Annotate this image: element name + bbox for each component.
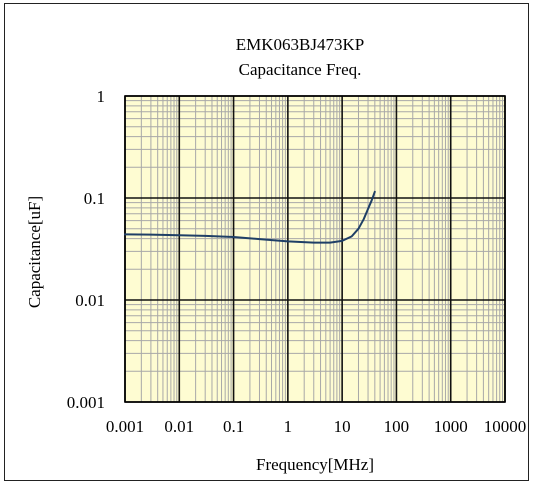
chart-subtitle: Capacitance Freq. [239, 60, 362, 79]
y-tick-label: 0.01 [75, 291, 105, 310]
x-tick-label: 0.1 [223, 417, 244, 436]
y-tick-label: 0.001 [67, 393, 105, 412]
x-tick-label: 100 [384, 417, 410, 436]
x-tick-label: 1000 [434, 417, 468, 436]
plot-border [124, 95, 506, 403]
y-tick-label: 0.1 [84, 189, 105, 208]
x-tick-label: 0.001 [106, 417, 144, 436]
x-tick-label: 1 [284, 417, 293, 436]
y-tick-label: 1 [97, 87, 106, 106]
capacitance-series-line [124, 190, 376, 244]
chart-title: EMK063BJ473KP [236, 35, 364, 54]
x-tick-label: 10000 [484, 417, 527, 436]
x-tick-label: 0.01 [164, 417, 194, 436]
x-tick-label: 10 [334, 417, 351, 436]
plot-area [125, 96, 505, 402]
y-axis-label: Capacitance[uF] [25, 196, 44, 308]
x-axis-label: Frequency[MHz] [256, 455, 374, 474]
